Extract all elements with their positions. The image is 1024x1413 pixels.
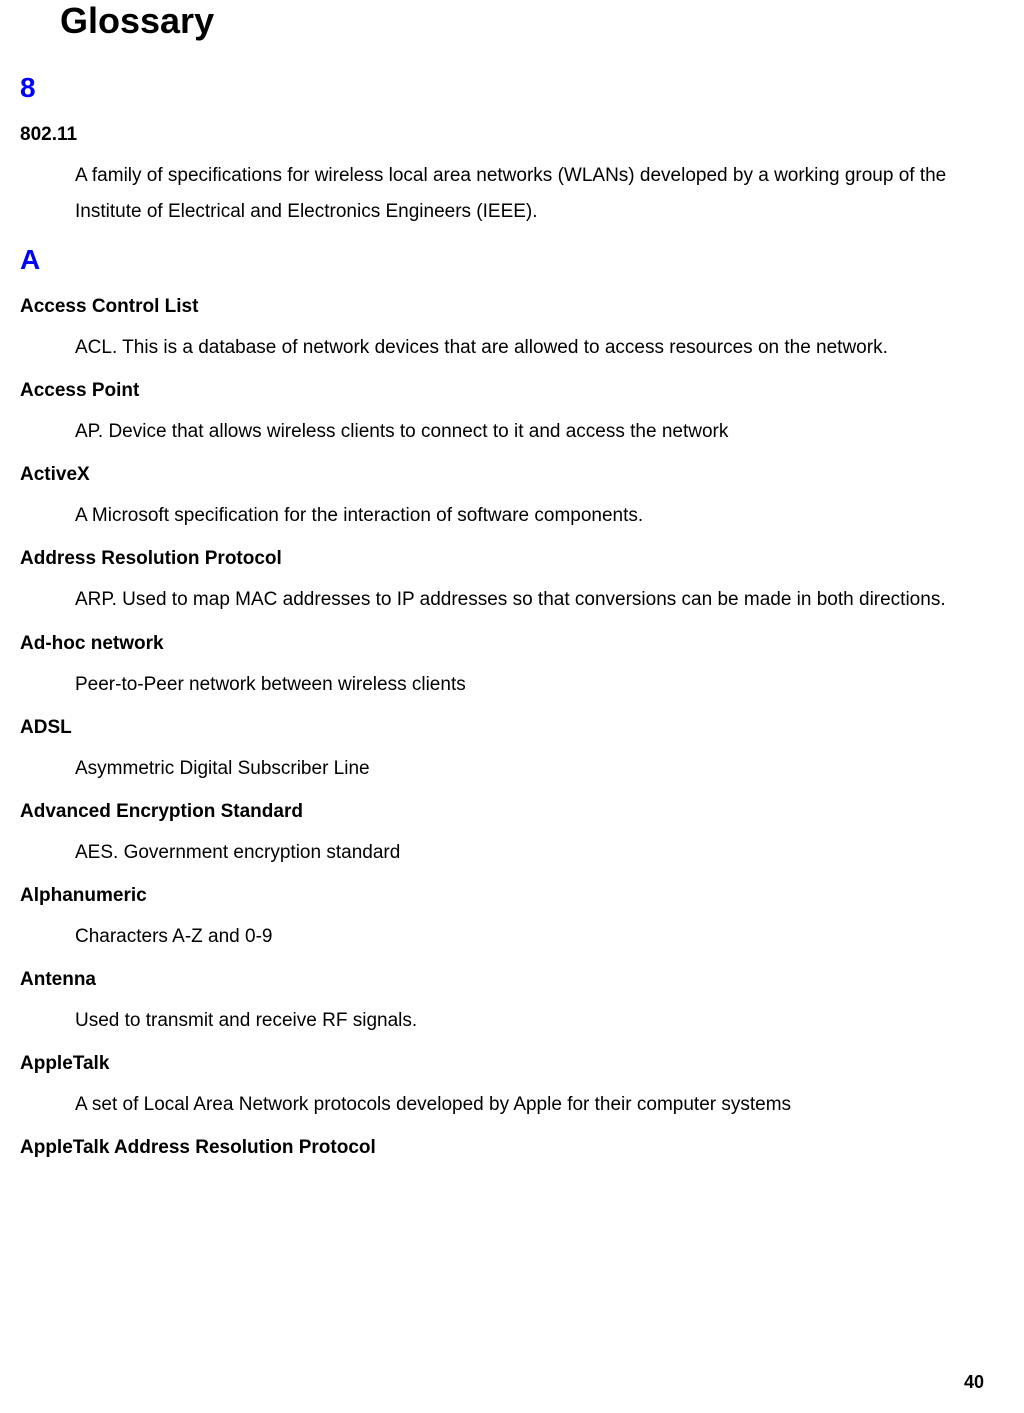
section-8: 8 802.11 A family of specifications for … xyxy=(20,72,1004,230)
term: Advanced Encryption Standard xyxy=(20,801,1004,823)
definition: Characters A-Z and 0-9 xyxy=(75,919,1004,955)
term: Alphanumeric xyxy=(20,885,1004,907)
term: Ad-hoc network xyxy=(20,633,1004,655)
definition: AES. Government encryption standard xyxy=(75,835,1004,871)
section-letter-8: 8 xyxy=(20,72,1004,104)
term: Antenna xyxy=(20,969,1004,991)
term: Access Point xyxy=(20,380,1004,402)
definition: A Microsoft specification for the intera… xyxy=(75,498,1004,534)
definition: A family of specifications for wireless … xyxy=(75,158,1004,230)
page-title: Glossary xyxy=(60,0,1004,42)
page-container: Glossary 8 802.11 A family of specificat… xyxy=(20,0,1004,1393)
term: ADSL xyxy=(20,717,1004,739)
term: ActiveX xyxy=(20,464,1004,486)
definition: Asymmetric Digital Subscriber Line xyxy=(75,751,1004,787)
section-letter-a: A xyxy=(20,244,1004,276)
term: AppleTalk xyxy=(20,1053,1004,1075)
term: 802.11 xyxy=(20,124,1004,146)
definition: Peer-to-Peer network between wireless cl… xyxy=(75,667,1004,703)
term: Address Resolution Protocol xyxy=(20,548,1004,570)
section-a: A Access Control List ACL. This is a dat… xyxy=(20,244,1004,1159)
term: AppleTalk Address Resolution Protocol xyxy=(20,1137,1004,1159)
definition: ACL. This is a database of network devic… xyxy=(75,330,1004,366)
definition: ARP. Used to map MAC addresses to IP add… xyxy=(75,582,1004,618)
term: Access Control List xyxy=(20,296,1004,318)
page-number: 40 xyxy=(964,1372,984,1393)
definition: Used to transmit and receive RF signals. xyxy=(75,1003,1004,1039)
definition: AP. Device that allows wireless clients … xyxy=(75,414,1004,450)
definition: A set of Local Area Network protocols de… xyxy=(75,1087,1004,1123)
